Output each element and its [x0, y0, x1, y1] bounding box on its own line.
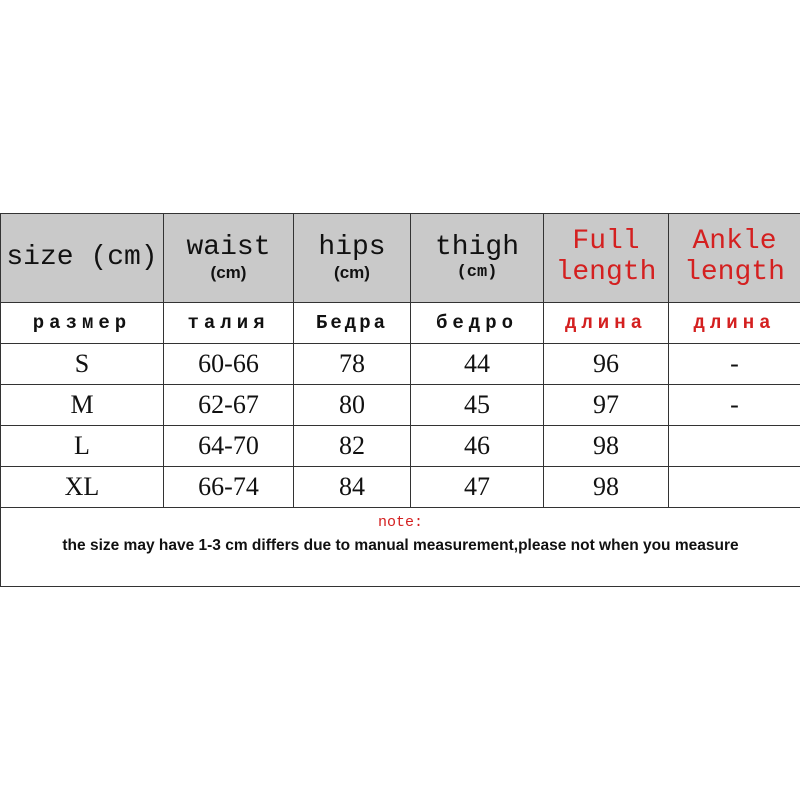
note-text: the size may have 1-3 cm differs due to …	[62, 537, 739, 554]
cell: L	[0, 425, 164, 467]
ru-size: размер	[0, 302, 164, 344]
cell: 64-70	[163, 425, 294, 467]
cell: 84	[293, 466, 411, 508]
cell: 44	[410, 343, 544, 385]
ru-ankle-length: длина	[668, 302, 800, 344]
header-label: Full length	[555, 226, 657, 288]
header-label: thigh	[434, 232, 519, 264]
table-row: L 64-70 82 46 98	[0, 425, 800, 467]
cell: 66-74	[163, 466, 294, 508]
header-unit: (cm)	[456, 263, 498, 283]
header-full-length: Full length	[543, 213, 669, 303]
ru-hips: Бедра	[293, 302, 411, 344]
header-label: Ankle length	[684, 226, 785, 288]
cell: -	[668, 384, 800, 426]
cell: 98	[543, 425, 669, 467]
header-label: waist	[186, 232, 271, 264]
cell: S	[0, 343, 164, 385]
russian-row: размер талия Бедра бедро длина длина	[0, 302, 800, 344]
cell: 78	[293, 343, 411, 385]
cell: 60-66	[163, 343, 294, 385]
ru-thigh: бедро	[410, 302, 544, 344]
ru-full-length: длина	[543, 302, 669, 344]
header-ankle-length: Ankle length	[668, 213, 800, 303]
header-row: size (cm) waist (cm) hips (cm) thigh (cm) F…	[0, 213, 800, 303]
table-row: XL 66-74 84 47 98	[0, 466, 800, 508]
cell: 97	[543, 384, 669, 426]
cell: 82	[293, 425, 411, 467]
cell: 98	[543, 466, 669, 508]
cell: -	[668, 343, 800, 385]
note-label: note:	[377, 514, 423, 531]
header-label: hips	[318, 232, 386, 264]
cell: 62-67	[163, 384, 294, 426]
size-chart-table: size (cm) waist (cm) hips (cm) thigh (cm) F…	[0, 213, 800, 587]
table-row: M 62-67 80 45 97-	[0, 384, 800, 426]
cell	[668, 466, 800, 508]
header-unit: (cm)	[334, 263, 370, 283]
cell: XL	[0, 466, 164, 508]
header-hips: hips (cm)	[293, 213, 411, 303]
header-waist: waist (cm)	[163, 213, 294, 303]
cell: 47	[410, 466, 544, 508]
cell: 46	[410, 425, 544, 467]
header-thigh: thigh (cm)	[410, 213, 544, 303]
cell: 80	[293, 384, 411, 426]
cell: 45	[410, 384, 544, 426]
header-size: size (cm)	[0, 213, 164, 303]
cell: M	[0, 384, 164, 426]
header-label: size (cm)	[6, 241, 158, 273]
note-row: note: the size may have 1-3 cm differs d…	[0, 507, 800, 587]
cell: 96	[543, 343, 669, 385]
note-cell: note: the size may have 1-3 cm differs d…	[0, 507, 800, 587]
table-row: S 60-66 78 44 96-	[0, 343, 800, 385]
cell	[668, 425, 800, 467]
ru-waist: талия	[163, 302, 294, 344]
header-unit: (cm)	[210, 263, 247, 283]
